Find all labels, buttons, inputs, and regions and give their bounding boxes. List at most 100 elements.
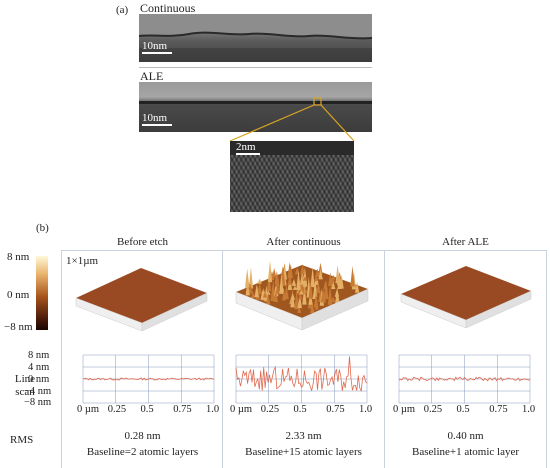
scale-bar-continuous: 10nm bbox=[142, 40, 172, 54]
afm-peak bbox=[308, 280, 313, 299]
x-tick-label: 0.25 bbox=[107, 404, 127, 415]
afm-peak bbox=[323, 280, 328, 290]
scale-label-ale: 10nm bbox=[142, 112, 168, 124]
afm-peak bbox=[299, 290, 304, 295]
afm-peaks bbox=[245, 260, 360, 314]
afm-peak bbox=[318, 262, 323, 275]
ls-ytick-0: 0 nm bbox=[28, 374, 50, 385]
afm-peak bbox=[284, 284, 289, 300]
rms-value-before: 0.28 nm bbox=[124, 430, 161, 442]
afm-peak bbox=[310, 301, 315, 314]
afm-side-right bbox=[301, 288, 369, 331]
afm-peak bbox=[300, 264, 305, 275]
afm-peak bbox=[327, 284, 333, 305]
afm-peak bbox=[279, 273, 284, 294]
afm-peak bbox=[245, 268, 250, 288]
afm-peak bbox=[274, 270, 280, 284]
zoom-line-right bbox=[320, 104, 355, 142]
baseline-continuous: Baseline+15 atomic layers bbox=[245, 446, 362, 458]
tem-image-continuous: 10nm bbox=[139, 14, 372, 62]
afm-peak bbox=[316, 280, 321, 294]
zoom-line-left bbox=[229, 104, 315, 142]
ls-ytick-m8: −8 nm bbox=[24, 397, 52, 408]
scale-bar-line bbox=[142, 124, 172, 126]
tem-image-ale: 10nm bbox=[139, 82, 372, 132]
x-tick-label: 1.0 bbox=[206, 404, 220, 415]
baseline-ale: Baseline+1 atomic layer bbox=[412, 446, 519, 458]
panel-title-ale: After ALE bbox=[442, 236, 489, 248]
afm-peak bbox=[354, 281, 360, 293]
baseline-before: Baseline=2 atomic layers bbox=[86, 446, 199, 458]
afm-peak bbox=[296, 270, 301, 290]
afm-peak bbox=[287, 262, 292, 279]
panel-b-label: (b) bbox=[36, 222, 49, 234]
afm-peak bbox=[270, 283, 275, 302]
x-tick-label: 1.0 bbox=[359, 404, 373, 415]
x-tick-label: 0.5 bbox=[456, 404, 470, 415]
x-tick-label: 0.75 bbox=[173, 404, 192, 415]
x-tick-label: 0.5 bbox=[293, 404, 307, 415]
zoom-box bbox=[313, 97, 322, 106]
afm-peak bbox=[330, 296, 336, 303]
afm-peak bbox=[313, 292, 319, 308]
afm-peak bbox=[292, 285, 298, 290]
x-tick-label: 0 µm bbox=[230, 404, 253, 415]
zoom-top-band bbox=[230, 141, 354, 155]
ls-ytick-8: 8 nm bbox=[28, 350, 50, 361]
continuous-title: Continuous bbox=[140, 1, 196, 15]
rms-value-continuous: 2.33 nm bbox=[285, 430, 322, 442]
afm-peak bbox=[331, 281, 336, 289]
afm-peak bbox=[302, 276, 308, 281]
afm-peak bbox=[248, 267, 254, 289]
afm-peak bbox=[315, 268, 320, 277]
line-scan-profile bbox=[235, 356, 368, 393]
afm-peak bbox=[273, 290, 279, 303]
panel-a-label: (a) bbox=[116, 4, 129, 16]
colorbar-tick-top: 8 nm bbox=[7, 251, 30, 263]
afm-peak bbox=[318, 268, 323, 280]
afm-peak bbox=[291, 279, 297, 286]
afm-peak bbox=[262, 291, 268, 298]
afm-peak bbox=[265, 292, 271, 305]
afm-peak bbox=[297, 293, 302, 309]
afm-peak bbox=[336, 274, 342, 286]
afm-side-right bbox=[465, 290, 532, 329]
afm-peak bbox=[314, 305, 319, 310]
afm-peak bbox=[290, 293, 296, 300]
afm-peak bbox=[299, 275, 305, 285]
scale-label-continuous: 10nm bbox=[142, 40, 168, 52]
afm-peak bbox=[335, 287, 340, 304]
height-colorbar bbox=[36, 256, 48, 330]
x-tick-label: 0 µm bbox=[393, 404, 416, 415]
afm-peak bbox=[313, 275, 319, 282]
afm-peak bbox=[266, 290, 271, 295]
panel-title-continuous: After continuous bbox=[266, 236, 341, 248]
afm-peak bbox=[290, 292, 295, 308]
x-tick-label: 0.25 bbox=[260, 404, 280, 415]
tem-continuous-texture bbox=[139, 14, 372, 62]
afm-peak bbox=[257, 278, 262, 284]
rms-label: RMS bbox=[10, 434, 34, 446]
rms-value-ale: 0.40 nm bbox=[447, 430, 484, 442]
ls-ytick-4: 4 nm bbox=[28, 362, 50, 373]
afm-surface-ale bbox=[401, 266, 531, 320]
divider bbox=[139, 67, 372, 68]
scale-bar-ale: 10nm bbox=[142, 112, 172, 126]
scale-bar-zoom: 2nm bbox=[236, 141, 260, 155]
x-tick-label: 0 µm bbox=[77, 404, 100, 415]
afm-peak bbox=[350, 265, 355, 287]
afm-peak bbox=[266, 273, 272, 292]
afm-surface-before bbox=[76, 268, 207, 323]
afm-peak bbox=[271, 267, 277, 278]
tem-zoom-image: 2nm bbox=[230, 141, 354, 212]
afm-peak bbox=[275, 283, 280, 294]
line-scan-profile bbox=[82, 377, 215, 381]
tem-ale-texture bbox=[139, 101, 372, 104]
colorbar-tick-mid: 0 nm bbox=[7, 289, 30, 301]
x-tick-label: 0.75 bbox=[489, 404, 508, 415]
panel-title-before: Before etch bbox=[117, 236, 168, 248]
afm-peak bbox=[324, 279, 329, 300]
